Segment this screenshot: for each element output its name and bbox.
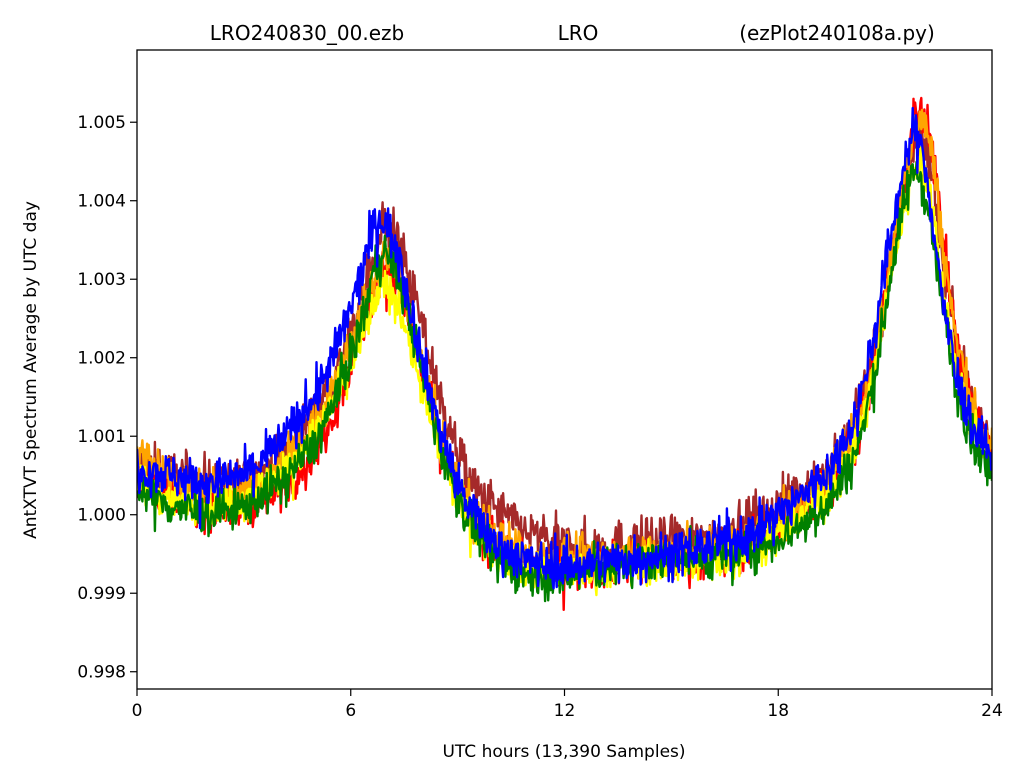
y-tick-label: 1.004: [77, 192, 126, 212]
x-tick-label: 12: [554, 701, 576, 721]
y-tick-label: 0.999: [77, 584, 126, 604]
y-tick-label: 1.001: [77, 427, 126, 447]
y-tick-label: 1.000: [77, 506, 126, 526]
series-layer: [137, 96, 992, 611]
series-line-5: [137, 106, 992, 590]
y-tick-label: 1.003: [77, 270, 126, 290]
plot-frame: [136, 49, 993, 690]
x-tick-label: 0: [132, 701, 143, 721]
x-tick-label: 18: [767, 701, 789, 721]
chart-title-site: LRO: [558, 21, 599, 45]
chart-title-file: LRO240830_00.ezb: [210, 21, 404, 45]
y-axis-label: AntXTVT Spectrum Average by UTC day: [21, 201, 41, 539]
chart-title-script: (ezPlot240108a.py): [739, 21, 935, 45]
ticks-layer: 0 6 12 18 24 0.998 0.999 1.000 1.001 1.002 1.003 1.…: [77, 113, 1002, 721]
y-tick-label: 0.998: [77, 663, 126, 683]
x-axis-label: UTC hours (13,390 Samples): [442, 742, 685, 762]
x-tick-label: 24: [981, 701, 1003, 721]
y-tick-label: 1.002: [77, 349, 126, 369]
x-tick-label: 6: [345, 701, 356, 721]
y-tick-label: 1.005: [77, 113, 126, 133]
